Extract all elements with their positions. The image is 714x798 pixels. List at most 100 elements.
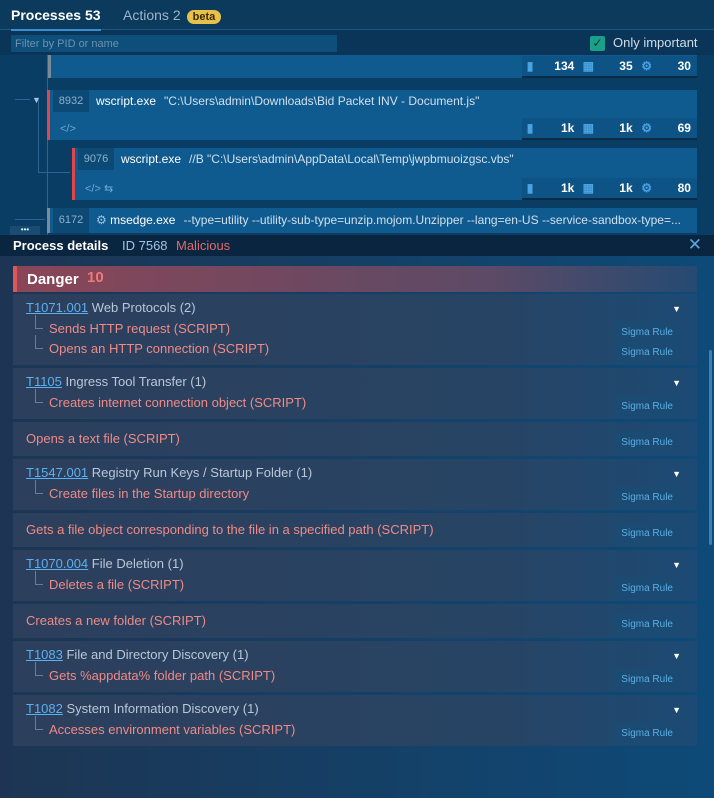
gear-icon: ⚙ (641, 59, 653, 73)
technique-group[interactable]: Gets a file object corresponding to the … (13, 513, 697, 547)
only-important-checkbox[interactable]: ✓ (590, 36, 605, 51)
tree-branch (35, 480, 43, 494)
technique-group[interactable]: T1547.001 Registry Run Keys / Startup Fo… (13, 459, 697, 510)
technique-header: T1070.004 File Deletion (1) (13, 556, 697, 575)
behavior-item[interactable]: Opens a text file (SCRIPT) Sigma Rule (13, 429, 697, 455)
expand-caret-icon[interactable]: ▼ (672, 469, 681, 479)
details-panel: Danger 10 T1071.001 Web Protocols (2) ▼ Sen… (0, 256, 714, 798)
expand-caret-icon[interactable]: ▼ (672, 560, 681, 570)
process-id: ID 7568 (122, 238, 168, 253)
technique-id-link[interactable]: T1071.001 (26, 300, 89, 315)
tree-line (38, 172, 70, 173)
technique-group[interactable]: T1070.004 File Deletion (1) ▼ Deletes a fi… (13, 550, 697, 601)
tab-actions-label: Actions (123, 7, 169, 23)
sigma-rule-button[interactable]: Sigma Rule (613, 431, 681, 455)
script-icon: </> (60, 123, 76, 135)
technique-id-link[interactable]: T1082 (26, 701, 63, 716)
technique-list: T1071.001 Web Protocols (2) ▼ Sends HTTP r… (13, 294, 697, 749)
technique-id-link[interactable]: T1083 (26, 647, 63, 662)
behavior-item[interactable]: Gets %appdata% folder path (SCRIPT) Sigma… (13, 662, 697, 692)
behavior-item[interactable]: Deletes a file (SCRIPT) Sigma Rule (13, 571, 697, 601)
process-pid: 8932 (53, 90, 89, 112)
technique-name: Web Protocols (2) (88, 300, 196, 315)
expand-caret-icon[interactable]: ▼ (672, 705, 681, 715)
technique-id-link[interactable]: T1547.001 (26, 465, 89, 480)
technique-header: T1083 File and Directory Discovery (1) (13, 647, 697, 666)
actions-count: 2 (172, 7, 181, 23)
only-important-label[interactable]: Only important (613, 35, 698, 50)
expand-caret-icon[interactable]: ▼ (672, 651, 681, 661)
behavior-item[interactable]: Accesses environment variables (SCRIPT) S… (13, 716, 697, 746)
technique-name: System Information Discovery (1) (62, 701, 259, 716)
process-name: ⚙ msedge.exe --type=utility --utility-sub… (96, 213, 681, 227)
more-icon[interactable]: ••• (10, 226, 40, 235)
behavior-item[interactable]: Opens an HTTP connection (SCRIPT) Sigma R… (13, 335, 697, 365)
behavior-item[interactable]: Creates internet connection object (SCRI… (13, 389, 697, 419)
verdict-badge: Malicious (176, 238, 231, 253)
sigma-rule-button[interactable]: Sigma Rule (613, 577, 681, 601)
behavior-item[interactable]: Gets a file object corresponding to the … (13, 520, 697, 546)
file-icon: ▮ (526, 59, 534, 73)
process-stats: ▮ 134 ▦ 35 ⚙ 30 (522, 56, 697, 78)
tree-line (15, 99, 30, 100)
details-title: Process details (13, 238, 109, 253)
close-icon[interactable]: ✕ (687, 235, 702, 254)
tree-line (38, 100, 39, 172)
expand-caret-icon[interactable]: ▼ (672, 304, 681, 314)
process-pid: 6172 (53, 208, 89, 233)
technique-group[interactable]: T1071.001 Web Protocols (2) ▼ Sends HTTP r… (13, 294, 697, 365)
collapse-caret-icon[interactable]: ▼ (32, 95, 41, 105)
tab-bar: Processes 53 Actions 2 beta (0, 0, 714, 31)
sigma-rule-button[interactable]: Sigma Rule (613, 486, 681, 510)
technique-name: Ingress Tool Transfer (1) (61, 374, 207, 389)
technique-name: File and Directory Discovery (1) (62, 647, 249, 662)
technique-id-link[interactable]: T1070.004 (26, 556, 89, 571)
tree-branch (35, 571, 43, 585)
tree-branch (35, 662, 43, 676)
technique-name: Registry Run Keys / Startup Folder (1) (88, 465, 313, 480)
tab-actions[interactable]: Actions 2 beta (123, 7, 222, 24)
filter-input[interactable] (11, 35, 337, 52)
technique-group[interactable]: Opens a text file (SCRIPT) Sigma Rule (13, 422, 697, 456)
technique-group[interactable]: T1083 File and Directory Discovery (1) ▼ G… (13, 641, 697, 692)
technique-group[interactable]: T1082 System Information Discovery (1) ▼ A… (13, 695, 697, 746)
tree-branch (35, 716, 43, 730)
process-cmd: --type=utility --utility-sub-type=unzip.… (183, 213, 681, 227)
process-row[interactable]: 8932 wscript.exe "C:\Users\admin\Download… (47, 90, 697, 140)
process-pid: 9076 (78, 148, 114, 170)
process-row[interactable]: 6172 ⚙ msedge.exe --type=utility --utilit… (47, 208, 697, 233)
edge-process-icon: ⚙ (96, 213, 111, 227)
process-row[interactable]: ▮ 134 ▦ 35 ⚙ 30 (48, 55, 697, 78)
technique-group[interactable]: T1105 Ingress Tool Transfer (1) ▼ Creates … (13, 368, 697, 419)
registry-icon: ▦ (582, 59, 594, 73)
behavior-item[interactable]: Creates a new folder (SCRIPT) Sigma Rule (13, 611, 697, 637)
sigma-rule-button[interactable]: Sigma Rule (613, 722, 681, 746)
process-stats: ▮ 1k ▦ 1k ⚙ 80 (522, 178, 697, 200)
scrollbar[interactable] (709, 350, 712, 545)
sigma-rule-button[interactable]: Sigma Rule (613, 522, 681, 546)
expand-caret-icon[interactable]: ▼ (672, 378, 681, 388)
process-cmd: //B "C:\Users\admin\AppData\Local\Temp\j… (189, 152, 514, 166)
registry-icon: ▦ (582, 181, 594, 195)
file-icon: ▮ (526, 121, 534, 135)
technique-id-link[interactable]: T1105 (26, 374, 62, 389)
technique-header: T1105 Ingress Tool Transfer (1) (13, 374, 697, 393)
technique-name: File Deletion (1) (88, 556, 184, 571)
process-row[interactable]: 9076 wscript.exe//B "C:\Users\admin\AppD… (72, 148, 697, 200)
gear-icon: ⚙ (641, 181, 653, 195)
tree-line (15, 219, 45, 220)
behavior-item[interactable]: Create files in the Startup directory Sig… (13, 480, 697, 510)
behavior-item[interactable]: Sends HTTP request (SCRIPT) Sigma Rule (13, 315, 697, 345)
sigma-rule-button[interactable]: Sigma Rule (613, 341, 681, 365)
sigma-rule-button[interactable]: Sigma Rule (613, 668, 681, 692)
sigma-rule-button[interactable]: Sigma Rule (613, 613, 681, 637)
technique-group[interactable]: Creates a new folder (SCRIPT) Sigma Rule (13, 604, 697, 638)
process-cmd: "C:\Users\admin\Downloads\Bid Packet INV… (164, 94, 480, 108)
tree-line (47, 55, 48, 235)
danger-header[interactable]: Danger 10 (13, 266, 697, 292)
registry-icon: ▦ (582, 121, 594, 135)
process-name: wscript.exe//B "C:\Users\admin\AppData\L… (121, 152, 514, 166)
sigma-rule-button[interactable]: Sigma Rule (613, 395, 681, 419)
tab-processes[interactable]: Processes 53 (11, 7, 101, 31)
process-details-header: Process details ID 7568 Malicious ✕ (0, 235, 714, 256)
